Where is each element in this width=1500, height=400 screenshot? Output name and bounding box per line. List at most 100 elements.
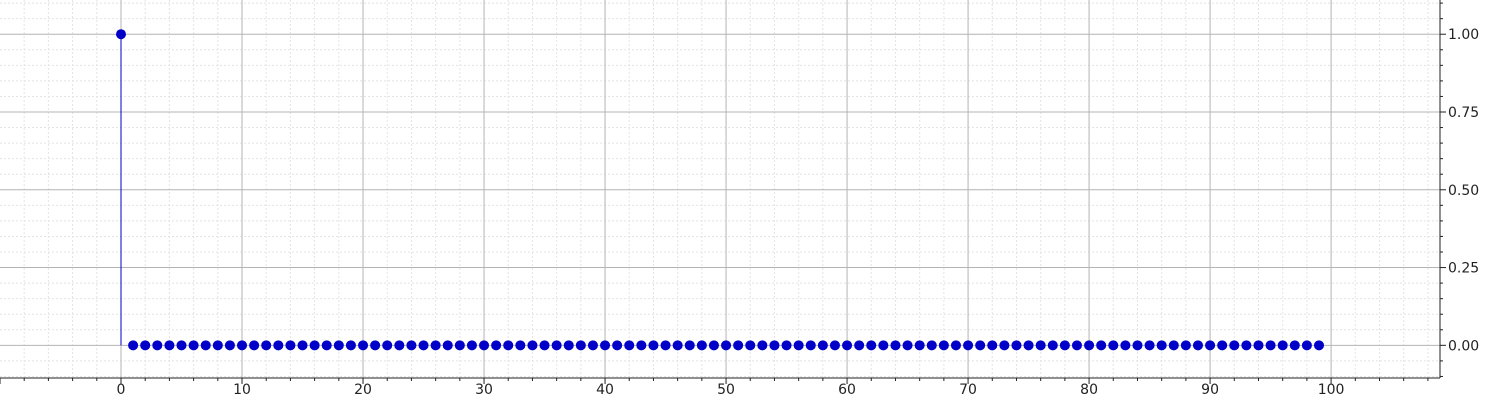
stem-marker bbox=[1289, 340, 1300, 351]
stem-marker bbox=[1192, 340, 1203, 351]
stem-marker bbox=[1217, 340, 1228, 351]
stem-marker bbox=[466, 340, 477, 351]
x-tick-label: 80 bbox=[1080, 382, 1098, 398]
stem-marker bbox=[1229, 340, 1240, 351]
stem-marker bbox=[842, 340, 853, 351]
stem-marker bbox=[708, 340, 719, 351]
stem-marker bbox=[345, 340, 356, 351]
stem-marker bbox=[612, 340, 623, 351]
y-tick-label: 0.25 bbox=[1448, 261, 1479, 277]
stem-marker bbox=[805, 340, 816, 351]
markers bbox=[116, 29, 1324, 351]
stem-marker bbox=[1301, 340, 1312, 351]
stem-marker bbox=[878, 340, 889, 351]
stem-marker bbox=[370, 340, 381, 351]
stem-marker bbox=[1023, 340, 1034, 351]
stem-marker bbox=[672, 340, 683, 351]
stem-marker bbox=[854, 340, 865, 351]
stem-marker bbox=[116, 29, 127, 40]
stem-marker bbox=[902, 340, 913, 351]
stem-marker bbox=[539, 340, 550, 351]
stem-marker bbox=[781, 340, 792, 351]
axes bbox=[0, 0, 1441, 379]
x-tick-label: 10 bbox=[233, 382, 251, 398]
stem-marker bbox=[164, 340, 175, 351]
stem-marker bbox=[1156, 340, 1167, 351]
stem-marker bbox=[938, 340, 949, 351]
stem-marker bbox=[696, 340, 707, 351]
stem-marker bbox=[1277, 340, 1288, 351]
stem-marker bbox=[212, 340, 223, 351]
stem-marker bbox=[1265, 340, 1276, 351]
x-tick-label: 90 bbox=[1201, 382, 1219, 398]
stem-marker bbox=[333, 340, 344, 351]
y-tick-label: 0.75 bbox=[1448, 105, 1479, 121]
stem-marker bbox=[515, 340, 526, 351]
stem-marker bbox=[503, 340, 514, 351]
stem-marker bbox=[382, 340, 393, 351]
stem-marker bbox=[479, 340, 490, 351]
stem-marker bbox=[1241, 340, 1252, 351]
stem-marker bbox=[648, 340, 659, 351]
stem-marker bbox=[273, 340, 284, 351]
tick-marks bbox=[0, 2, 1446, 384]
stem-marker bbox=[1253, 340, 1264, 351]
stem-marker bbox=[1096, 340, 1107, 351]
stem-marker bbox=[237, 340, 248, 351]
y-axis-tick-labels: 0.00 0.25 0.50 0.75 1.00 bbox=[1448, 27, 1479, 354]
stem-marker bbox=[176, 340, 187, 351]
y-tick-label: 0.50 bbox=[1448, 183, 1479, 199]
stem-marker bbox=[1313, 340, 1324, 351]
y-tick-label: 1.00 bbox=[1448, 27, 1479, 43]
stem-marker bbox=[224, 340, 235, 351]
stem-marker bbox=[987, 340, 998, 351]
stem-marker bbox=[358, 340, 369, 351]
stem-marker bbox=[430, 340, 441, 351]
minor-grid bbox=[0, 0, 1440, 378]
x-tick-label: 30 bbox=[475, 382, 493, 398]
stem-marker bbox=[745, 340, 756, 351]
stem-marker bbox=[1059, 340, 1070, 351]
stem-marker bbox=[261, 340, 272, 351]
stem-marker bbox=[890, 340, 901, 351]
stem-marker bbox=[563, 340, 574, 351]
stem-marker bbox=[950, 340, 961, 351]
stem-marker bbox=[914, 340, 925, 351]
stem-marker bbox=[684, 340, 695, 351]
stem-marker bbox=[963, 340, 974, 351]
stem-marker bbox=[636, 340, 647, 351]
stem-marker bbox=[321, 340, 332, 351]
stem-marker bbox=[1047, 340, 1058, 351]
stem-marker bbox=[999, 340, 1010, 351]
stem-marker bbox=[866, 340, 877, 351]
stem-marker bbox=[285, 340, 296, 351]
stem-marker bbox=[721, 340, 732, 351]
stem-marker bbox=[527, 340, 538, 351]
x-tick-label: 40 bbox=[596, 382, 614, 398]
stem-marker bbox=[793, 340, 804, 351]
x-tick-label: 70 bbox=[959, 382, 977, 398]
stem-marker bbox=[829, 340, 840, 351]
stem-marker bbox=[624, 340, 635, 351]
stem-marker bbox=[442, 340, 453, 351]
stem-marker bbox=[1180, 340, 1191, 351]
stem-marker bbox=[454, 340, 465, 351]
stem-marker bbox=[551, 340, 562, 351]
stem-marker bbox=[249, 340, 260, 351]
stem-marker bbox=[926, 340, 937, 351]
y-tick-label: 0.00 bbox=[1448, 338, 1479, 354]
stem-marker bbox=[733, 340, 744, 351]
stem-marker bbox=[406, 340, 417, 351]
stem-marker bbox=[418, 340, 429, 351]
stem-marker bbox=[297, 340, 308, 351]
stem-marker bbox=[309, 340, 320, 351]
x-tick-label: 20 bbox=[354, 382, 372, 398]
stem-marker bbox=[140, 340, 151, 351]
x-tick-label: 0 bbox=[117, 382, 126, 398]
stem-marker bbox=[1035, 340, 1046, 351]
stem-marker bbox=[769, 340, 780, 351]
stem-marker bbox=[1144, 340, 1155, 351]
stem-marker bbox=[660, 340, 671, 351]
stem-marker bbox=[394, 340, 405, 351]
